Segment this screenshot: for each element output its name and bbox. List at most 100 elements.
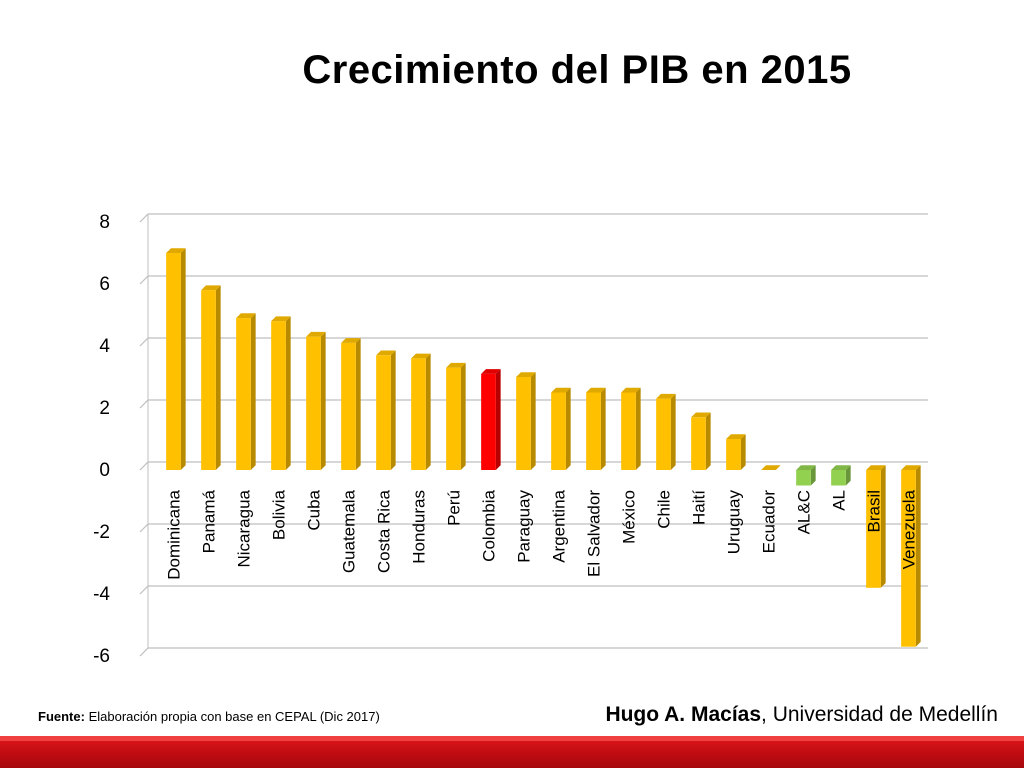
- y-tick-label: 6: [99, 274, 110, 295]
- category-label: Cuba: [305, 489, 324, 530]
- category-label: Nicaragua: [235, 489, 254, 567]
- bar-side: [705, 412, 711, 470]
- bar-side: [285, 316, 291, 470]
- bar-side: [215, 285, 221, 470]
- category-label: Perú: [445, 490, 464, 526]
- bar-top: [831, 465, 851, 470]
- bar: [551, 387, 571, 470]
- chart-svg: 8 6 4 2 0 -2 -4 -6 Dominicana Panamá Nicaragua Bol…: [93, 212, 928, 667]
- category-label: Argentina: [550, 489, 569, 562]
- slide-title: Crecimiento del PIB en 2015: [302, 48, 852, 92]
- bar-top: [656, 393, 676, 399]
- gridline: [139, 523, 928, 533]
- bar-side: [530, 372, 536, 470]
- bar-front: [656, 398, 671, 470]
- gridline: [139, 585, 928, 595]
- y-tick-label: -4: [93, 584, 110, 605]
- bar-top: [271, 316, 291, 322]
- bar: [621, 387, 641, 470]
- gridline: [139, 213, 928, 223]
- bar: [306, 331, 326, 470]
- bar-front: [236, 318, 251, 470]
- bar-top: [726, 434, 746, 439]
- bar: [866, 465, 886, 588]
- bars: [166, 248, 921, 647]
- bar-top: [761, 465, 781, 470]
- bar: [446, 362, 466, 470]
- gridline: [139, 647, 928, 657]
- bar-side: [460, 362, 466, 470]
- gridline: [139, 275, 928, 285]
- bar: [691, 412, 711, 470]
- bar-side: [250, 313, 256, 470]
- gridline: [139, 337, 928, 347]
- bar: [236, 313, 256, 470]
- bar-front: [271, 321, 286, 470]
- category-label: Panamá: [200, 489, 219, 553]
- bar-top: [376, 350, 396, 356]
- bar: [901, 465, 921, 647]
- bar-top: [236, 313, 256, 319]
- bar-front: [201, 290, 216, 470]
- category-label: Honduras: [410, 490, 429, 564]
- bar: [796, 465, 816, 486]
- footer-bar: [0, 736, 1024, 768]
- bar: [411, 353, 431, 470]
- bar-side: [600, 387, 606, 470]
- category-label: AL: [830, 490, 849, 511]
- category-label: Chile: [655, 490, 674, 529]
- bar: [586, 387, 606, 470]
- bar-top: [866, 465, 886, 470]
- bar-top: [586, 387, 606, 393]
- bar-top: [621, 387, 641, 393]
- y-axis-tick-labels: 8 6 4 2 0 -2 -4 -6: [93, 212, 110, 667]
- bar-front: [411, 358, 426, 470]
- bar-side: [565, 387, 571, 470]
- category-label: Haití: [690, 490, 709, 525]
- bar-side: [355, 338, 361, 470]
- bar-side: [670, 393, 676, 470]
- bar-top: [691, 412, 711, 418]
- bar-side: [810, 465, 816, 486]
- bar-side: [180, 248, 186, 470]
- category-label: Venezuela: [900, 489, 919, 569]
- bar-front: [306, 336, 321, 470]
- bar-top: [306, 331, 326, 337]
- bar-top: [551, 387, 571, 393]
- bar-top: [516, 372, 536, 377]
- bar-front: [341, 342, 356, 470]
- bar: [656, 393, 676, 470]
- bar-side: [390, 350, 396, 470]
- bar-front: [166, 253, 181, 470]
- bar-front: [551, 392, 566, 470]
- y-tick-label: 8: [99, 212, 110, 233]
- bar: [341, 338, 361, 470]
- category-label: Bolivia: [270, 489, 289, 540]
- bar-side: [915, 465, 921, 647]
- bar-top: [901, 465, 921, 470]
- bar-side: [320, 331, 326, 470]
- category-label: Colombia: [480, 489, 499, 561]
- bar-front: [586, 392, 601, 470]
- category-label: Paraguay: [515, 490, 534, 563]
- bar: [166, 248, 186, 470]
- category-label: Brasil: [865, 490, 884, 533]
- bar-side: [495, 369, 501, 470]
- category-labels: Dominicana Panamá Nicaragua Bolivia Cuba Guat…: [165, 489, 919, 579]
- y-tick-label: -2: [93, 522, 110, 543]
- bar-top: [341, 338, 361, 343]
- bar-front: [691, 417, 706, 470]
- bar-side: [880, 465, 886, 588]
- source-text: Elaboración propia con base en CEPAL (Di…: [88, 709, 380, 724]
- bar-front: [376, 355, 391, 470]
- y-tick-label: 4: [99, 336, 110, 357]
- bar-side: [425, 353, 431, 470]
- bar-top: [481, 369, 501, 374]
- category-label: Dominicana: [165, 489, 184, 579]
- bar: [481, 369, 501, 470]
- bar: [201, 285, 221, 470]
- bar: [516, 372, 536, 470]
- bar-top: [411, 353, 431, 359]
- bar-front: [726, 439, 741, 470]
